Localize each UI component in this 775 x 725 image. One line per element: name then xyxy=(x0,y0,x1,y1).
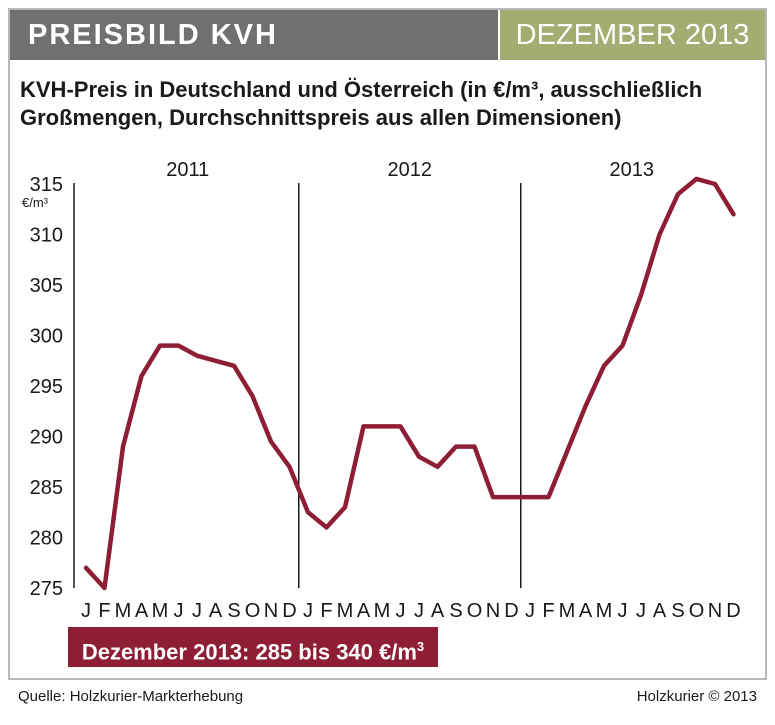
x-tick-label: J xyxy=(525,600,535,622)
x-tick-label: J xyxy=(174,600,184,622)
price-series-line xyxy=(83,176,736,591)
x-tick-label: M xyxy=(152,600,169,622)
y-tick-label: 305 xyxy=(30,275,63,297)
y-tick-label: 310 xyxy=(30,225,63,247)
year-label: 2012 xyxy=(388,159,433,181)
header-date-bar: DEZEMBER 2013 xyxy=(500,10,765,60)
x-tick-label: N xyxy=(708,600,722,622)
source-note: Quelle: Holzkurier-Markterhebung xyxy=(18,688,244,705)
x-tick-label: D xyxy=(282,600,296,622)
x-tick-label: J xyxy=(81,600,91,622)
x-tick-label: F xyxy=(98,600,110,622)
x-tick-label: A xyxy=(579,600,593,622)
x-tick-label: M xyxy=(337,600,354,622)
header-title: PREISBILD KVH xyxy=(28,19,278,51)
x-tick-label: N xyxy=(486,600,500,622)
x-tick-label: O xyxy=(467,600,483,622)
banner-text: Dezember 2013: 285 bis 340 €/m xyxy=(81,639,417,665)
chart-frame xyxy=(8,8,767,680)
copyright-note: Holzkurier © 2013 xyxy=(636,688,757,705)
x-tick-label: A xyxy=(135,600,149,622)
banner-sup: 3 xyxy=(416,639,425,654)
x-tick-label: M xyxy=(596,600,613,622)
x-tick-label: J xyxy=(396,600,406,622)
header-date: DEZEMBER 2013 xyxy=(515,19,750,51)
x-tick-label: A xyxy=(357,600,371,622)
x-tick-label: J xyxy=(618,600,628,622)
x-tick-label: O xyxy=(689,600,705,622)
x-tick-label: J xyxy=(636,600,646,622)
y-tick-label: 280 xyxy=(30,528,63,550)
x-tick-label: N xyxy=(264,600,278,622)
price-range-banner: Dezember 2013: 285 bis 340 €/m3 xyxy=(68,627,438,667)
x-tick-label: M xyxy=(115,600,132,622)
x-tick-label: S xyxy=(227,600,240,622)
x-tick-label: J xyxy=(303,600,313,622)
x-tick-label: F xyxy=(320,600,332,622)
x-tick-label: J xyxy=(414,600,424,622)
year-label: 2011 xyxy=(166,159,209,181)
x-tick-label: O xyxy=(245,600,261,622)
x-tick-label: A xyxy=(431,600,445,622)
x-tick-label: D xyxy=(726,600,740,622)
y-tick-label: 275 xyxy=(30,578,63,600)
chart-subtitle: KVH-Preis in Deutschland und Österreich … xyxy=(20,77,703,130)
y-axis-unit: €/m³ xyxy=(22,195,49,210)
x-tick-label: D xyxy=(504,600,518,622)
x-tick-label: A xyxy=(209,600,223,622)
y-tick-label: 290 xyxy=(30,427,63,449)
x-tick-label: F xyxy=(542,600,554,622)
year-label: 2013 xyxy=(610,159,655,181)
y-tick-label: 285 xyxy=(30,477,63,499)
header-title-bar: PREISBILD KVH xyxy=(10,10,498,60)
y-tick-label: 300 xyxy=(30,326,63,348)
y-tick-label: 315 xyxy=(30,174,63,196)
y-tick-label: 295 xyxy=(30,376,63,398)
x-tick-label: J xyxy=(192,600,202,622)
x-tick-label: M xyxy=(559,600,576,622)
x-tick-label: S xyxy=(449,600,462,622)
x-tick-label: M xyxy=(374,600,391,622)
x-tick-label: S xyxy=(671,600,684,622)
x-tick-label: A xyxy=(653,600,667,622)
